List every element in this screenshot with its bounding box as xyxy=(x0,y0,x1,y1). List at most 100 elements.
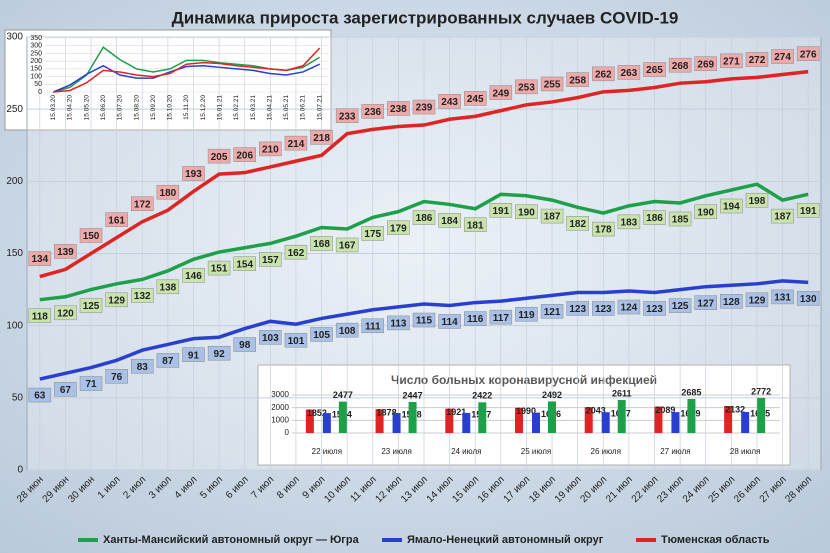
label-box xyxy=(335,322,359,338)
bar xyxy=(741,412,750,433)
label-box xyxy=(720,53,743,69)
data-label: 206 xyxy=(236,150,253,161)
data-label: 1990 xyxy=(516,406,536,416)
data-label: 194 xyxy=(723,202,740,213)
data-label: 92 xyxy=(214,349,226,360)
label-box xyxy=(617,214,641,230)
label-box xyxy=(182,268,205,283)
x-tick-label: 15.05.21 xyxy=(283,95,290,121)
series-line xyxy=(39,279,809,381)
data-label: 120 xyxy=(57,308,74,319)
label-box xyxy=(745,192,769,208)
data-label: 181 xyxy=(467,220,484,231)
y-tick-label: 0 xyxy=(285,428,290,437)
y-tick-label: 2000 xyxy=(271,403,289,412)
data-label: 101 xyxy=(288,336,305,347)
y-tick-label: 200 xyxy=(30,58,42,65)
data-label: 118 xyxy=(32,311,49,322)
label-box xyxy=(540,304,564,319)
label-box xyxy=(412,210,436,225)
label-box xyxy=(361,318,385,334)
data-label: 239 xyxy=(416,103,433,114)
label-box xyxy=(105,369,128,384)
label-box xyxy=(668,298,692,313)
data-label: 187 xyxy=(544,212,561,223)
label-box xyxy=(566,72,589,87)
x-tick-label: 15.03.21 xyxy=(250,95,257,121)
label-box xyxy=(207,148,231,164)
label-box xyxy=(259,330,282,345)
x-tick-label: 24 июля xyxy=(451,447,481,456)
data-label: 129 xyxy=(749,295,766,306)
data-label: 272 xyxy=(749,55,766,66)
label-box xyxy=(515,204,538,220)
bar xyxy=(338,401,347,433)
bar xyxy=(375,409,384,433)
data-label: 268 xyxy=(672,61,689,72)
data-label: 236 xyxy=(364,107,381,118)
data-label: 2132 xyxy=(725,404,745,414)
bar xyxy=(584,407,593,433)
label-box xyxy=(540,76,564,92)
data-label: 83 xyxy=(137,362,149,373)
label-box xyxy=(745,292,769,308)
label-box xyxy=(566,301,589,316)
label-box xyxy=(284,244,308,260)
data-label: 131 xyxy=(774,293,791,304)
x-tick-label: 15.12.20 xyxy=(200,95,207,121)
data-label: 162 xyxy=(288,248,305,259)
x-tick-label: 15.07.20 xyxy=(117,95,124,121)
data-label: 151 xyxy=(211,264,228,275)
data-label: 167 xyxy=(339,241,356,252)
label-box xyxy=(310,327,333,342)
data-label: 190 xyxy=(697,207,714,218)
label-box xyxy=(668,211,692,227)
y-tick-label: 0 xyxy=(17,465,23,476)
y-tick-label: 300 xyxy=(6,32,23,43)
x-tick-label: 15.02.21 xyxy=(233,95,240,121)
data-label: 243 xyxy=(441,97,458,108)
bar xyxy=(532,412,540,433)
label-box xyxy=(207,260,231,276)
label-box xyxy=(720,294,743,309)
data-label: 154 xyxy=(236,259,253,270)
data-label: 218 xyxy=(313,133,330,144)
data-label: 1852 xyxy=(307,408,327,418)
data-label: 233 xyxy=(339,111,356,122)
label-box xyxy=(796,203,820,218)
y-tick-label: 250 xyxy=(6,104,23,115)
label-box xyxy=(182,166,205,181)
data-label: 205 xyxy=(211,152,228,163)
data-label: 115 xyxy=(416,316,433,327)
x-tick-label: 15.06.21 xyxy=(300,95,307,121)
label-box xyxy=(617,299,641,315)
data-label: 124 xyxy=(621,303,638,314)
bar xyxy=(687,398,696,433)
label-box xyxy=(694,56,717,71)
x-tick-label: 15.11.20 xyxy=(183,95,190,120)
data-label: 255 xyxy=(544,80,561,91)
data-label: 191 xyxy=(492,206,509,217)
data-label: 105 xyxy=(313,330,330,341)
label-box xyxy=(233,256,256,271)
x-tick-label: 15.08.20 xyxy=(133,95,140,121)
data-label: 139 xyxy=(57,247,74,258)
legend-label: Тюменская область xyxy=(661,534,770,546)
label-box xyxy=(54,382,77,397)
label-box xyxy=(361,104,385,119)
y-tick-label: 350 xyxy=(30,35,42,42)
bar xyxy=(654,406,663,433)
data-label: 123 xyxy=(595,304,612,315)
label-box xyxy=(592,221,615,237)
label-box xyxy=(515,79,538,95)
data-label: 187 xyxy=(774,212,791,223)
data-label: 121 xyxy=(544,307,561,318)
data-label: 103 xyxy=(262,333,279,344)
chart-title: Динамика прироста зарегистрированных слу… xyxy=(172,8,679,27)
data-label: 271 xyxy=(723,56,740,67)
label-box xyxy=(515,306,538,322)
label-box xyxy=(28,308,52,323)
y-tick-label: 100 xyxy=(6,320,23,331)
label-box xyxy=(643,301,666,316)
y-tick-label: 50 xyxy=(12,392,24,403)
